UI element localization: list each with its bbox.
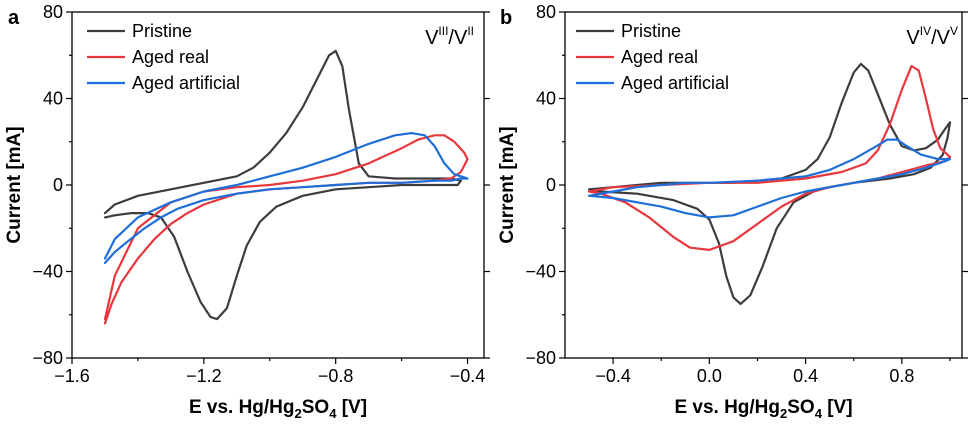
- annot-superscript: II: [467, 24, 474, 38]
- legend-entry: Aged artificial: [132, 73, 240, 93]
- y-tick-label: 80: [43, 2, 63, 22]
- legend-entry: Aged real: [621, 47, 698, 67]
- x-title-subscript: 4: [815, 406, 823, 421]
- y-tick-label: 80: [536, 2, 556, 22]
- x-title-subscript: 2: [295, 406, 302, 421]
- x-tick-label: −0.4: [595, 366, 631, 386]
- redox-couple-label: VIII/VII: [425, 24, 474, 49]
- y-tick-label: 40: [43, 89, 63, 109]
- x-title-part: [V]: [822, 397, 853, 418]
- panel-label: b: [500, 7, 512, 29]
- series-line-pristine: [588, 62, 952, 305]
- annot-part: /V: [931, 27, 951, 49]
- series-line-aged-artificial: [588, 138, 952, 219]
- y-tick-label: 0: [53, 175, 63, 195]
- x-tick-label: 0.8: [889, 366, 914, 386]
- annot-part: V: [906, 27, 920, 49]
- x-title-subscript: 2: [780, 406, 787, 421]
- x-tick-label: −1.6: [54, 366, 90, 386]
- y-tick-label: 0: [546, 175, 556, 195]
- x-title-part: SO: [302, 397, 329, 418]
- y-tick-label: 40: [536, 89, 556, 109]
- x-tick-label: 0.4: [793, 366, 818, 386]
- legend-entry: Pristine: [132, 21, 192, 41]
- y-tick-label: −40: [525, 262, 556, 282]
- y-tick-label: −40: [32, 262, 63, 282]
- x-title-part: SO: [787, 397, 814, 418]
- series-line-aged-real: [588, 65, 952, 251]
- x-tick-label: −1.2: [186, 366, 222, 386]
- annot-part: V: [425, 27, 439, 49]
- series-line-aged-real: [103, 134, 469, 325]
- y-tick-label: −80: [32, 348, 63, 368]
- y-tick-label: −80: [525, 348, 556, 368]
- x-title-part: [V]: [336, 397, 367, 418]
- legend-entry: Aged artificial: [621, 73, 729, 93]
- redox-couple-label: VIV/VV: [906, 24, 958, 49]
- x-title-part: E vs. Hg/Hg: [189, 397, 295, 418]
- series-line-pristine: [103, 49, 462, 321]
- x-title-part: E vs. Hg/Hg: [674, 397, 780, 418]
- x-tick-label: 0.0: [697, 366, 722, 386]
- legend-entry: Pristine: [621, 21, 681, 41]
- x-tick-label: −0.8: [318, 366, 354, 386]
- y-axis-title: Current [mA]: [497, 126, 518, 243]
- series-line-aged-artificial: [103, 132, 469, 264]
- annot-superscript: V: [950, 24, 958, 38]
- x-axis-title: E vs. Hg/Hg2SO4 [V]: [189, 397, 367, 421]
- x-axis-title: E vs. Hg/Hg2SO4 [V]: [674, 397, 852, 421]
- x-tick-label: −0.4: [450, 366, 486, 386]
- legend-entry: Aged real: [132, 47, 209, 67]
- chart-panel-a: −80 −40 0 40 80 −1.6 −1.2 −0.8 −0.4 Current [mA] E…: [4, 2, 490, 421]
- y-axis-title: Current [mA]: [4, 126, 25, 243]
- annot-superscript: III: [438, 24, 448, 38]
- annot-part: /V: [448, 27, 468, 49]
- panel-label: a: [8, 7, 20, 29]
- x-title-subscript: 4: [329, 406, 337, 421]
- chart-panel-b: −80 −40 0 40 80 −0.4 0.0 0.4 0.8 Current [mA] E vs…: [497, 2, 968, 421]
- annot-superscript: IV: [920, 24, 931, 38]
